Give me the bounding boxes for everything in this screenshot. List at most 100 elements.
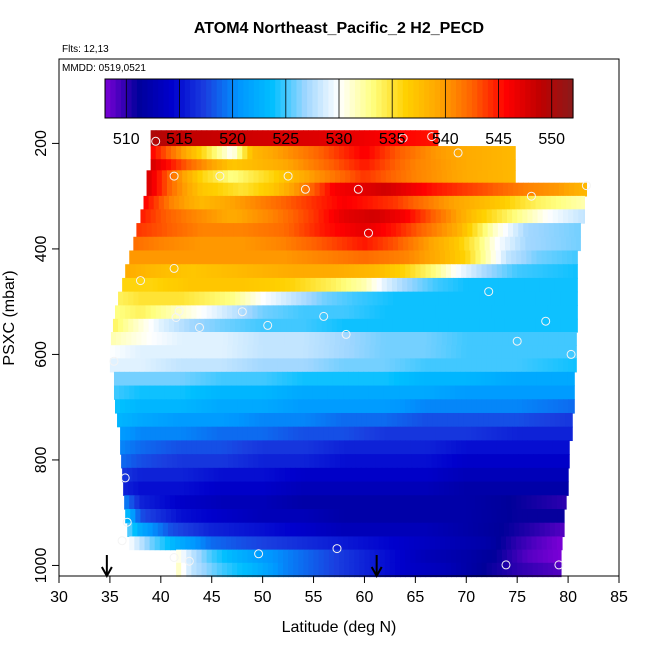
colorbar-swatch xyxy=(333,79,340,118)
heat-cell xyxy=(480,371,487,387)
heat-cell xyxy=(492,454,499,469)
heat-cell xyxy=(403,236,409,252)
heat-cell xyxy=(563,209,569,224)
heat-cell xyxy=(279,277,286,293)
heat-cell xyxy=(386,412,393,428)
heat-cell xyxy=(427,467,434,483)
flights-info: Flts: 12,13 xyxy=(62,44,109,55)
heat-cell xyxy=(208,522,215,538)
heat-cell xyxy=(559,522,565,538)
heat-cell xyxy=(313,440,320,455)
heat-cell xyxy=(479,318,486,333)
heat-cell xyxy=(565,467,569,483)
x-tick-label: 35 xyxy=(101,589,119,606)
heat-cell xyxy=(137,522,144,538)
heat-cell xyxy=(452,170,458,184)
heat-cell xyxy=(133,481,140,496)
heat-cell xyxy=(247,509,254,524)
heat-cell xyxy=(313,130,320,147)
heat-cell xyxy=(412,522,418,538)
heat-cell xyxy=(177,223,183,238)
heat-cell xyxy=(318,264,325,279)
heat-cell xyxy=(530,318,537,333)
heat-cell xyxy=(449,495,456,510)
heat-cell xyxy=(445,305,452,320)
heat-cell xyxy=(135,358,142,373)
heat-cell xyxy=(171,146,177,160)
heat-cell xyxy=(425,264,432,279)
heat-cell xyxy=(469,236,476,252)
heat-cell xyxy=(409,250,415,265)
heat-cell xyxy=(201,399,208,414)
heat-cell xyxy=(141,332,148,346)
heat-cell xyxy=(522,209,528,224)
heat-cell xyxy=(285,412,291,428)
heat-cell xyxy=(197,182,204,197)
heat-cell xyxy=(215,250,222,265)
heat-cell xyxy=(298,549,304,564)
heat-cell xyxy=(564,332,570,346)
heat-cell xyxy=(340,454,346,469)
heat-cell xyxy=(384,209,391,224)
heat-cell xyxy=(131,454,137,469)
heat-cell xyxy=(232,345,238,359)
heat-cell xyxy=(190,385,197,400)
heat-cell xyxy=(411,182,417,197)
heat-cell xyxy=(366,467,373,483)
heat-cell xyxy=(216,264,223,279)
heat-cell xyxy=(267,399,274,414)
heat-cell xyxy=(381,467,388,483)
heat-cell xyxy=(212,454,219,469)
heat-cell xyxy=(359,209,366,224)
heat-cell xyxy=(149,371,156,387)
heat-cell xyxy=(347,318,353,333)
heat-cell xyxy=(531,371,538,387)
colorbar-swatch xyxy=(477,79,484,118)
heat-cell xyxy=(335,277,342,293)
heat-cell xyxy=(432,277,439,293)
heat-cell xyxy=(508,182,514,197)
heat-cell xyxy=(379,549,386,564)
heat-cell xyxy=(556,371,563,387)
heat-cell xyxy=(519,467,525,483)
heat-cell xyxy=(245,195,252,210)
heat-cell xyxy=(324,454,331,469)
heat-cell xyxy=(344,399,350,414)
colorbar-swatch xyxy=(551,79,558,118)
colorbar-tick-label: 550 xyxy=(538,131,565,148)
heat-cell xyxy=(431,170,438,184)
heat-cell xyxy=(436,223,443,238)
heat-cell xyxy=(501,426,508,442)
heat-cell xyxy=(318,146,325,160)
heat-cell xyxy=(384,440,391,455)
heat-cell xyxy=(508,170,514,184)
sample-point xyxy=(453,148,463,158)
colorbar-swatch xyxy=(105,79,111,118)
heat-cell xyxy=(201,562,208,578)
heat-cell xyxy=(261,371,268,387)
heat-cell xyxy=(299,223,305,238)
heat-cell xyxy=(238,182,244,197)
heat-cell xyxy=(414,536,421,551)
heat-cell xyxy=(316,236,323,252)
heat-cell xyxy=(201,264,208,279)
heat-cell xyxy=(321,481,328,496)
heat-cell xyxy=(277,549,284,564)
sample-point xyxy=(398,133,408,143)
heat-cell xyxy=(520,195,526,210)
heat-cell xyxy=(444,495,451,510)
heat-cell xyxy=(415,345,422,359)
heat-cell xyxy=(516,536,522,551)
heat-cell xyxy=(194,236,201,252)
heat-cell xyxy=(354,159,360,171)
heat-cell xyxy=(532,345,539,359)
heat-cell xyxy=(488,412,495,428)
heat-cell xyxy=(382,195,389,210)
heat-cell xyxy=(544,277,551,293)
heat-cell xyxy=(328,305,335,320)
heat-cell xyxy=(444,250,451,265)
heat-cell xyxy=(496,159,503,171)
heat-cell xyxy=(227,146,233,160)
heat-cell xyxy=(144,371,151,387)
heat-cell xyxy=(275,481,282,496)
